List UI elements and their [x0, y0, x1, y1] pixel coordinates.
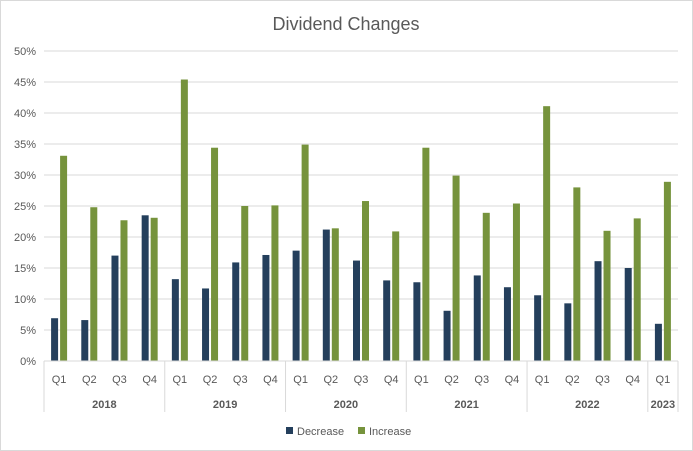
x-tick-label: Q2	[323, 374, 338, 386]
x-group-label: 2021	[454, 399, 478, 411]
bar-increase	[331, 228, 339, 361]
bar-decrease	[654, 323, 662, 361]
bar-increase	[573, 187, 581, 361]
y-tick-label: 5%	[20, 325, 36, 337]
bar-decrease	[322, 229, 330, 361]
gridlines	[44, 50, 678, 362]
bar-increase	[362, 201, 369, 361]
bar-increase	[60, 155, 68, 361]
y-tick-label: 15%	[14, 263, 36, 275]
x-tick-label: Q3	[354, 374, 369, 386]
x-group-label: 2023	[651, 399, 675, 411]
x-group-label: 2020	[334, 399, 358, 411]
bar-decrease	[141, 215, 149, 361]
bar-decrease	[51, 318, 59, 361]
y-tick-label: 25%	[14, 201, 36, 213]
x-tick-label: Q3	[595, 374, 610, 386]
bar-increase	[241, 206, 249, 361]
x-tick-label: Q2	[203, 374, 218, 386]
x-group-label: 2018	[92, 399, 116, 411]
x-tick-label: Q2	[82, 374, 97, 386]
bar-increase	[301, 144, 309, 361]
y-tick-label: 10%	[14, 294, 36, 306]
bar-increase	[271, 205, 279, 361]
y-tick-label: 20%	[14, 232, 36, 244]
x-tick-label: Q1	[656, 374, 671, 386]
x-tick-label: Q2	[565, 374, 580, 386]
bar-increase	[422, 147, 430, 361]
x-tick-label: Q4	[384, 374, 399, 386]
bar-increase	[180, 79, 188, 362]
y-axis-ticks: 0% 5% 10% 15% 20% 25% 30% 35% 40% 45% 50%	[14, 46, 36, 368]
x-tick-label: Q3	[233, 374, 248, 386]
y-tick-label: 45%	[14, 77, 36, 89]
x-tick-label: Q3	[112, 374, 127, 386]
chart-title: Dividend Changes	[272, 14, 419, 34]
bar-decrease	[594, 261, 602, 361]
x-tick-label: Q2	[444, 374, 459, 386]
x-tick-label: Q4	[505, 374, 520, 386]
bar-increase	[543, 106, 551, 362]
bar-increase	[90, 207, 98, 361]
bar-increase	[482, 212, 490, 361]
bar-decrease	[534, 295, 542, 361]
bar-decrease	[564, 303, 572, 361]
legend-swatch	[358, 427, 365, 434]
y-tick-label: 0%	[20, 356, 36, 368]
bar-decrease	[503, 287, 511, 361]
bar-decrease	[232, 262, 240, 361]
x-tick-label: Q3	[474, 374, 489, 386]
bar-increase	[452, 175, 460, 361]
y-tick-label: 30%	[14, 170, 36, 182]
y-tick-label: 35%	[14, 139, 36, 151]
x-tick-label: Q4	[625, 374, 640, 386]
y-tick-label: 40%	[14, 108, 36, 120]
bar-decrease	[443, 310, 451, 361]
x-group-label: 2019	[213, 399, 237, 411]
x-axis: Q1 Q2 Q3 Q4 Q1 Q2 Q3 Q4 Q1 Q2 Q3 Q4 Q1 Q2 Q3 Q4 Q1 Q2 Q3 Q4…	[43, 360, 679, 412]
x-tick-label: Q4	[142, 374, 157, 386]
bar-decrease	[111, 255, 119, 361]
x-tick-label: Q1	[535, 374, 550, 386]
bar-increase	[211, 147, 219, 361]
bar-decrease	[81, 320, 89, 361]
bar-decrease	[292, 250, 300, 361]
x-tick-label: Q1	[173, 374, 188, 386]
bar-decrease	[171, 279, 179, 361]
bar-decrease	[202, 288, 210, 361]
x-tick-label: Q1	[293, 374, 308, 386]
bar-increase	[392, 231, 400, 361]
bar-increase	[120, 220, 128, 361]
legend-label: Decrease	[297, 426, 344, 438]
x-tick-label: Q1	[52, 374, 67, 386]
bar-decrease	[473, 275, 481, 361]
legend-swatch	[286, 427, 293, 434]
bar-decrease	[383, 280, 391, 361]
bar-increase	[663, 181, 671, 361]
x-tick-label: Q1	[414, 374, 429, 386]
bar-decrease	[413, 282, 421, 361]
bar-decrease	[624, 268, 632, 361]
bar-decrease	[262, 254, 270, 361]
legend: Decrease Increase	[286, 426, 411, 438]
bar-decrease	[353, 260, 360, 361]
legend-label: Increase	[369, 426, 411, 438]
x-group-label: 2022	[575, 399, 599, 411]
bar-increase	[603, 230, 611, 361]
bar-increase	[633, 218, 641, 361]
bar-increase	[512, 203, 520, 361]
x-tick-label: Q4	[263, 374, 278, 386]
bars	[51, 79, 671, 362]
bar-increase	[150, 217, 158, 361]
y-tick-label: 50%	[14, 46, 36, 58]
